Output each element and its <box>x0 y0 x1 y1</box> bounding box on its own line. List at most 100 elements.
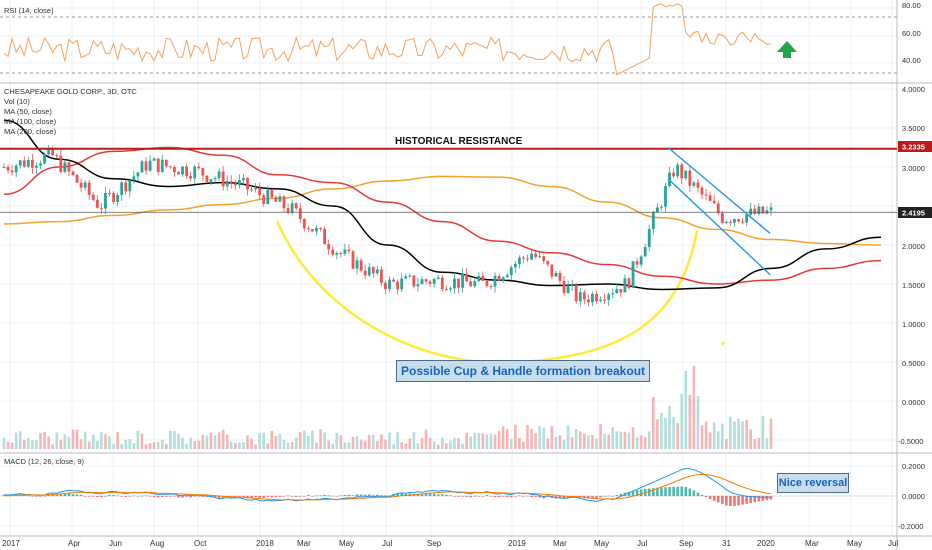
macd-hist-bar <box>371 495 375 496</box>
volume-bar <box>725 438 728 449</box>
volume-bar <box>627 432 631 449</box>
rsi-legend[interactable]: RSI (14, close) <box>4 6 54 16</box>
macd-hist-bar <box>396 493 399 496</box>
candle-body <box>392 279 395 282</box>
volume-bar <box>396 431 399 449</box>
volume-bar <box>392 444 395 449</box>
volume-bar <box>765 438 769 449</box>
macd-hist-bar <box>185 496 188 497</box>
candle-body <box>655 207 659 213</box>
time-axis[interactable]: 2017 Apr Jun Aug Oct 2018 Mar May Jul Se… <box>2 539 898 548</box>
volume-bars <box>2 366 773 449</box>
candle-body <box>87 182 91 195</box>
macd-hist-bar <box>286 495 290 497</box>
candle-body <box>465 273 469 282</box>
candle-body <box>217 171 221 179</box>
macd-hist-bar <box>514 496 517 497</box>
price-axis[interactable]: 80.00 60.00 40.00 4.0000 3.5000 3.0000 2… <box>898 1 932 531</box>
candle-body <box>444 289 448 291</box>
macd-hist-bar <box>400 493 404 496</box>
candle-body <box>6 167 10 171</box>
volume-bar <box>128 438 132 449</box>
candle-body <box>420 279 424 285</box>
candle-body <box>43 154 46 164</box>
candle-body <box>132 176 136 181</box>
x-tick: Mar <box>553 539 567 548</box>
macd-hist-bar <box>351 495 355 496</box>
volume-bar <box>745 420 748 449</box>
x-tick: Jul <box>382 539 392 548</box>
volume-bar <box>672 417 675 449</box>
macd-hist-bar <box>152 496 156 498</box>
x-tick: 2020 <box>757 539 775 548</box>
macd-hist-bar <box>538 496 541 498</box>
candle-body <box>473 281 477 287</box>
volume-bar <box>578 431 582 449</box>
volume-bar <box>465 432 468 449</box>
macd-hist-bar <box>83 496 87 497</box>
volume-bar <box>538 426 541 449</box>
macd-hist-bar <box>144 495 148 497</box>
macd-legend[interactable]: MACD (12, 26, close, 9) <box>4 457 84 467</box>
x-tick: May <box>339 539 354 548</box>
x-tick: Aug <box>150 539 164 548</box>
macd-hist-bar <box>298 496 302 497</box>
candle-body <box>262 195 266 204</box>
macd-hist-bar <box>201 496 205 497</box>
candle-body <box>501 277 505 281</box>
candle-body <box>765 210 769 214</box>
candle-body <box>489 286 493 288</box>
volume-bar <box>347 442 351 449</box>
macd-tick: -0.2000 <box>898 522 923 531</box>
volume-bar <box>680 394 684 449</box>
macd-hist-bar <box>91 496 95 497</box>
volume-bar <box>205 435 209 449</box>
volume-bar <box>591 435 594 449</box>
macd-hist-bar <box>359 494 363 496</box>
macd-hist-bar <box>327 495 330 497</box>
candle-body <box>327 244 331 250</box>
volume-bar <box>14 432 18 449</box>
candle-body <box>623 278 627 293</box>
macd-hist-bar <box>355 494 359 496</box>
candle-body <box>530 253 533 260</box>
macd-hist-bar <box>388 495 391 497</box>
macd-hist-bar <box>323 494 326 496</box>
volume-bar <box>684 370 688 449</box>
volume-bar <box>112 443 115 449</box>
candle-body <box>47 147 51 155</box>
volume-bar <box>664 418 667 449</box>
macd-hist-bar <box>367 494 371 496</box>
candle-body <box>63 162 67 172</box>
candle-body <box>258 188 262 196</box>
volume-bar <box>566 425 570 449</box>
volume-bar <box>432 441 436 449</box>
macd-hist-bar <box>79 494 83 496</box>
macd-hist-bar <box>424 493 428 496</box>
candle-body <box>643 247 647 257</box>
macd-hist-bar <box>132 495 136 497</box>
candle-body <box>225 181 229 187</box>
volume-bar <box>343 442 347 449</box>
candle-body <box>493 275 497 287</box>
volume-bar <box>108 436 111 449</box>
candle-body <box>75 174 79 183</box>
candle-body <box>599 299 602 301</box>
candle-body <box>481 275 485 281</box>
price-pane <box>0 119 897 449</box>
candle-body <box>177 172 180 175</box>
macd-hist-bar <box>546 496 550 498</box>
resistance-price-value: 3.2335 <box>902 143 925 152</box>
macd-hist-bar <box>436 494 440 496</box>
volume-bar <box>704 421 708 449</box>
candle-body <box>286 208 290 213</box>
main-legend[interactable]: CHESAPEAKE GOLD CORP., 3D, OTC Vol (10) … <box>4 87 137 137</box>
volume-bar <box>700 425 704 449</box>
volume-bar <box>83 431 87 449</box>
macd-hist-bar <box>595 496 598 499</box>
macd-hist-bar <box>250 496 253 499</box>
candle-body <box>55 155 59 157</box>
candle-body <box>233 183 237 186</box>
candle-body <box>720 213 724 223</box>
macd-hist-bar <box>591 496 594 499</box>
